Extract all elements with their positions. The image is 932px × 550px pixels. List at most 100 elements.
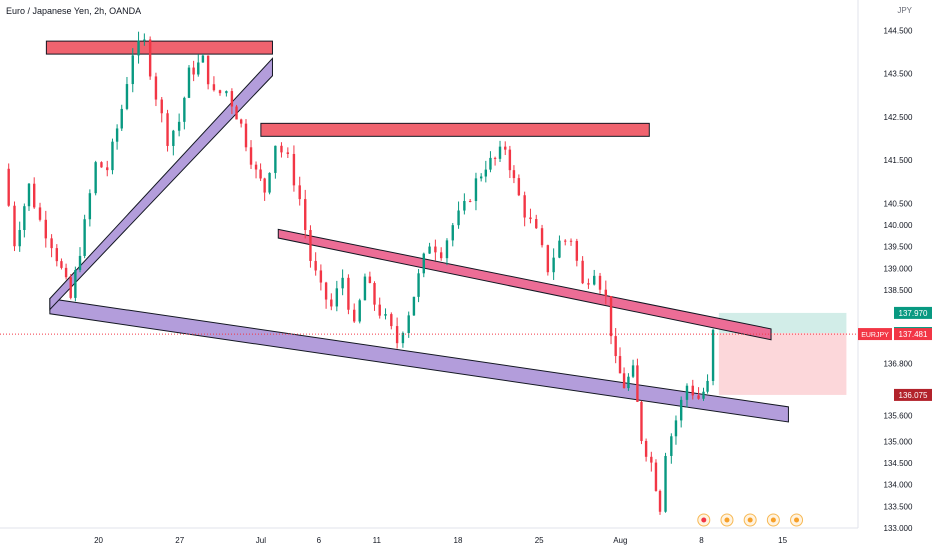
candle-body [225, 91, 228, 94]
event-markers [697, 513, 804, 527]
candle-body [263, 178, 266, 193]
candle-body [679, 399, 683, 421]
candle-body [636, 365, 639, 402]
candle-body [218, 90, 222, 94]
event-marker-dot [724, 517, 730, 523]
candle-body [604, 289, 608, 297]
candle-body [254, 164, 258, 170]
candle-body [463, 200, 466, 211]
candle-body [552, 257, 555, 273]
candle-body [335, 288, 339, 307]
y-tick-label: 135.600 [884, 411, 913, 420]
candle-body [508, 149, 512, 171]
candle-body [69, 277, 72, 298]
candle-body [94, 162, 97, 194]
candle-body [292, 153, 296, 186]
resistance-zone [45, 40, 273, 55]
candle-body [125, 84, 129, 109]
y-tick-label: 143.500 [884, 70, 913, 79]
candle-body [83, 219, 86, 256]
candle-body [13, 205, 16, 247]
candle-body [206, 55, 210, 85]
candle-body [540, 228, 544, 246]
y-tick-label: 144.500 [884, 26, 913, 35]
candle-body [631, 365, 635, 377]
price-label-stop: 136.075 [899, 391, 928, 400]
candle-body [640, 401, 643, 441]
candle-body [212, 84, 216, 91]
candle-body [23, 206, 26, 230]
x-tick-label: 8 [699, 536, 704, 545]
candles [7, 31, 715, 515]
candle-body [685, 385, 689, 400]
price-label-current: 137.481 [899, 330, 928, 339]
candle-body [55, 248, 59, 262]
candle-body [74, 269, 77, 298]
price-label-target: 137.970 [899, 309, 928, 318]
candle-body [439, 252, 443, 259]
candle-body [319, 270, 323, 283]
candle-body [314, 260, 317, 271]
candle-body [517, 178, 521, 196]
candle-body [479, 176, 483, 179]
y-tick-label: 139.500 [884, 243, 913, 252]
candle-body [457, 210, 460, 226]
candle-body [309, 230, 312, 261]
candle-body [44, 219, 47, 239]
candle-body [493, 157, 497, 159]
candle-body [172, 130, 175, 146]
candle-body [373, 283, 376, 305]
candle-body [618, 356, 622, 374]
candle-body [378, 304, 381, 316]
candle-body [658, 490, 662, 512]
candle-body [27, 183, 31, 207]
candle-body [137, 40, 140, 56]
candle-body [434, 246, 437, 253]
candle-body [64, 267, 68, 278]
candle-body [489, 157, 492, 170]
x-tick-label: 18 [454, 536, 463, 545]
event-marker-dot [770, 517, 776, 523]
candle-body [341, 277, 344, 289]
y-tick-label: 140.000 [884, 221, 913, 230]
candle-body [187, 67, 191, 98]
candle-body [614, 336, 617, 357]
candle-body [587, 283, 590, 285]
symbol-label: EURJPY [861, 332, 889, 339]
position-loss-zone [718, 333, 847, 395]
candle-body [451, 225, 454, 241]
candle-body [183, 97, 186, 122]
candle-body [523, 195, 526, 218]
x-tick-label: 27 [175, 536, 184, 545]
y-tick-label: 134.500 [884, 459, 913, 468]
x-tick-label: 20 [94, 536, 103, 545]
candle-body [512, 170, 516, 179]
candle-body [88, 193, 92, 220]
candle-body [197, 62, 200, 75]
candle-body [353, 309, 356, 322]
candle-body [654, 462, 658, 491]
candle-body [201, 55, 205, 63]
candle-body [697, 395, 700, 399]
candle-body [706, 380, 709, 392]
candle-body [177, 121, 181, 131]
candle-body [609, 296, 613, 337]
candle-body [154, 76, 158, 100]
candle-body [504, 146, 507, 150]
candle-body [598, 275, 602, 290]
x-tick-label: 15 [778, 536, 787, 545]
candle-body [558, 240, 561, 258]
candle-body [235, 106, 238, 120]
candle-body [529, 217, 532, 220]
candle-body [412, 296, 416, 316]
candle-body [324, 282, 328, 300]
candle-body [664, 455, 667, 512]
candle-body [166, 113, 169, 146]
candle-body [192, 67, 195, 75]
y-tick-label: 133.500 [884, 502, 913, 511]
candle-body [244, 123, 248, 148]
candle-body [259, 169, 262, 179]
candle-body [498, 146, 502, 159]
candle-body [368, 276, 372, 284]
